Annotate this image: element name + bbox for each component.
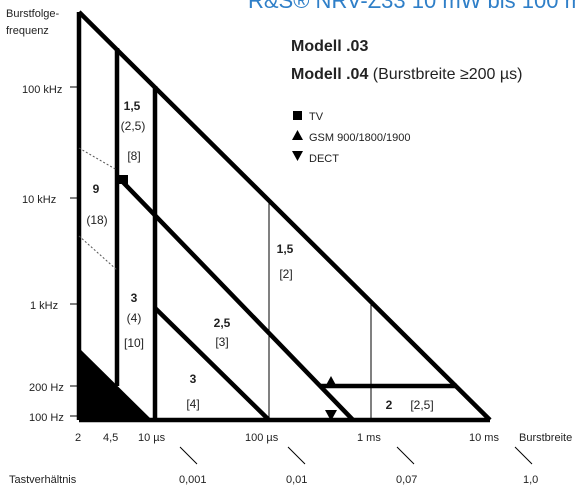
region-r9-value: 9 [93, 182, 100, 196]
tv-marker [119, 175, 128, 184]
x-tick-label: 4,5 [103, 432, 118, 444]
region-r9-sub: (18) [86, 213, 107, 227]
region-r15a-value: 1,5 [124, 99, 141, 113]
duty-tick-label: 0,01 [286, 474, 307, 486]
y-tick-label: 100 Hz [29, 412, 64, 424]
region-r15b-bracket: [2] [279, 267, 292, 281]
legend-triangle-down-icon [292, 151, 303, 161]
legend: TV GSM 900/1800/1900 DECT [292, 111, 411, 165]
region-r3a-bracket: [10] [124, 336, 144, 350]
legend-label-gsm: GSM 900/1800/1900 [309, 132, 411, 144]
gsm-marker [325, 376, 337, 387]
dashed-lines [78, 147, 118, 271]
region-r3b-value: 3 [190, 372, 197, 386]
model-03-label: Modell .03 [291, 38, 368, 55]
region-r2-value: 2 [386, 398, 393, 412]
duty-tick-mark [287, 446, 306, 465]
dect-marker [325, 410, 337, 421]
y-tick-label: 1 kHz [30, 300, 58, 312]
y-axis-label-line1: Burstfolge- [6, 8, 60, 20]
region-labels: 9 (18) 1,5 (2,5) [8] 3 (4) [10] 1,5 [2] … [86, 99, 433, 412]
region-r3a-sub: (4) [127, 311, 142, 325]
legend-square-icon [293, 111, 302, 120]
x-tick-label: 100 µs [245, 432, 279, 444]
x-axis-label: Burstbreite [519, 432, 572, 444]
header-text: R&S® NRV-Z33 10 mW bis 100 mW [248, 0, 579, 13]
region-r15a-sub: (2,5) [121, 119, 146, 133]
duty-axis-label: Tastverhältnis [9, 474, 77, 486]
region-r3b-bracket: [4] [186, 397, 199, 411]
x-tick-label: 10 ms [469, 432, 499, 444]
region-r25-bracket: [3] [215, 335, 228, 349]
y-tick-label: 100 kHz [22, 84, 62, 96]
duty-tick-label: 0,001 [179, 474, 207, 486]
legend-label-dect: DECT [309, 153, 339, 165]
x-tick-label: 1 ms [357, 432, 381, 444]
duty-tick-marks [179, 446, 533, 465]
y-axis-label-line2: frequenz [6, 25, 49, 37]
header-banner: R&S® NRV-Z33 10 mW bis 100 mW [230, 0, 579, 20]
diagonal-mid [115, 174, 355, 422]
model-04-line: Modell .04 (Burstbreite ≥200 µs) [291, 66, 522, 83]
outer-diagonal [77, 10, 492, 422]
diagonal-low [153, 306, 271, 422]
model-04-label: Modell .04 [291, 66, 368, 83]
y-tick-label: 10 kHz [22, 194, 56, 206]
duty-tick-label: 1,0 [523, 474, 538, 486]
legend-label-tv: TV [309, 111, 324, 123]
duty-tick-mark [514, 446, 533, 465]
x-tick-label: 2 [75, 432, 81, 444]
region-r15a-bracket: [8] [127, 149, 140, 163]
y-tick-label: 200 Hz [29, 382, 64, 394]
duty-tick-mark [396, 446, 415, 465]
duty-tick-mark [179, 446, 198, 465]
region-r2-bracket: [2,5] [410, 398, 433, 412]
region-r25-value: 2,5 [214, 316, 231, 330]
region-r3a-value: 3 [131, 291, 138, 305]
model-04-note: (Burstbreite ≥200 µs) [368, 66, 522, 83]
x-tick-label: 10 µs [138, 432, 166, 444]
legend-triangle-up-icon [292, 130, 303, 140]
region-r15b-value: 1,5 [277, 242, 294, 256]
envelope-lines [76, 10, 492, 423]
thin-lines [268, 200, 372, 420]
duty-tick-label: 0,07 [396, 474, 417, 486]
